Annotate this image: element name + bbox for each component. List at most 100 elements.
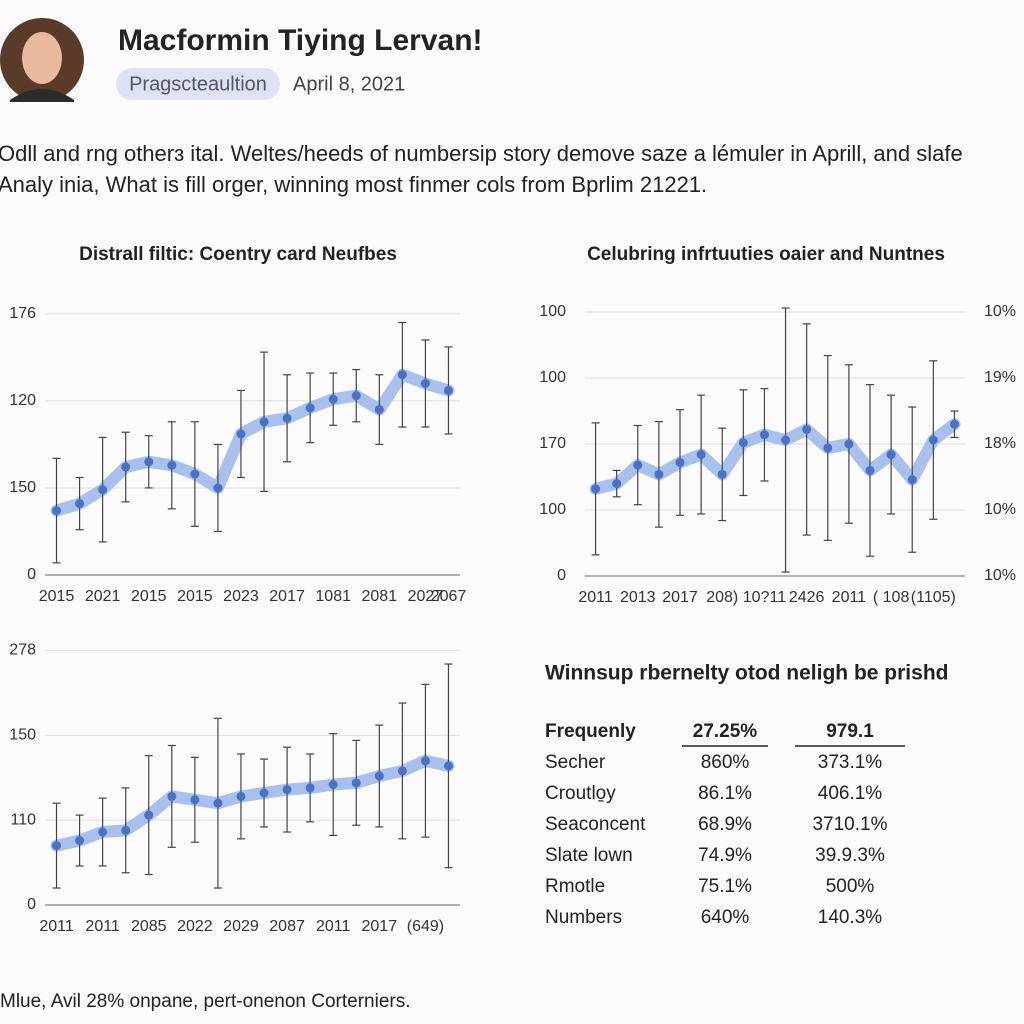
y-tick-label: 278: [9, 642, 36, 659]
date: April 8, 2021: [293, 73, 405, 95]
x-tick-label: ( 108: [873, 589, 910, 606]
y-tick-label: 0: [557, 567, 566, 584]
point: [190, 795, 200, 805]
point: [374, 405, 384, 415]
point: [675, 457, 685, 467]
y2-tick-label: 10%: [984, 303, 1016, 320]
point: [190, 469, 200, 479]
point: [236, 429, 246, 439]
y-tick-label: 0: [27, 566, 36, 583]
point: [259, 417, 269, 427]
intro-line: Odll and rng otherɜ ital. Weltes/heeds o…: [0, 141, 963, 166]
x-tick-label: 2021: [85, 588, 121, 605]
x-tick-label: 2017: [269, 588, 305, 605]
y-tick-label: 150: [9, 727, 36, 744]
table-cell: 75.1%: [698, 876, 752, 897]
y2-tick-label: 10%: [984, 567, 1016, 584]
point: [844, 439, 854, 449]
x-tick-label: 2015: [177, 588, 213, 605]
point: [305, 403, 315, 413]
avatar: [0, 18, 84, 102]
point: [167, 791, 177, 801]
tag-pill: [116, 68, 280, 100]
y-tick-label: 150: [9, 479, 36, 496]
point: [213, 798, 223, 808]
point: [213, 483, 223, 493]
point: [759, 430, 769, 440]
x-tick-label: 2011: [578, 589, 613, 606]
point: [420, 756, 430, 766]
y2-tick-label: 19%: [984, 369, 1016, 386]
table-cell: Secher: [545, 752, 606, 773]
table-cell: 3710.1%: [812, 814, 887, 835]
point: [305, 783, 315, 793]
y-tick-label: 100: [539, 369, 566, 386]
point: [328, 780, 338, 790]
table-cell: Rmotle: [545, 876, 605, 897]
point: [52, 841, 62, 851]
point: [397, 766, 407, 776]
table-cell: 640%: [701, 907, 750, 928]
table-cell: 373.1%: [818, 752, 883, 773]
point: [374, 771, 384, 781]
table-cell: Seaconcent: [545, 814, 646, 835]
point: [907, 475, 917, 485]
x-tick-label: 2022: [177, 918, 213, 935]
point: [696, 450, 706, 460]
x-tick-label: (649): [407, 918, 444, 935]
point: [865, 465, 875, 475]
point: [591, 484, 601, 494]
point: [98, 827, 108, 837]
footer: Mlue, Avil 28% onpane, pert-onenon Corte…: [0, 991, 411, 1012]
x-tick-label: 10?11: [743, 589, 786, 606]
tag: Pragscteaultion: [129, 73, 267, 95]
point: [328, 394, 338, 404]
point: [717, 469, 727, 479]
table-cell: 500%: [826, 876, 875, 897]
point: [144, 810, 154, 820]
x-tick-label: (1105): [911, 589, 956, 606]
title: Macformin Tiying Lervan!: [118, 24, 483, 57]
point: [802, 424, 812, 434]
table-cell: 406.1%: [818, 783, 883, 804]
point: [351, 778, 361, 788]
point: [823, 443, 833, 453]
y-tick-label: 100: [539, 501, 566, 518]
point: [75, 499, 85, 509]
y-tick-label: 110: [10, 811, 36, 828]
table-cell: 74.9%: [698, 845, 752, 866]
x-tick-label: 2015: [39, 588, 75, 605]
point: [98, 485, 108, 495]
point: [144, 457, 154, 467]
table-cell: 86.1%: [698, 783, 752, 804]
x-tick-label: 2085: [131, 918, 167, 935]
point: [443, 761, 453, 771]
table-cell: Numbers: [545, 907, 622, 928]
y-tick-label: 120: [9, 392, 36, 409]
y2-tick-label: 10%: [984, 501, 1016, 518]
x-tick-label: 2027: [408, 588, 444, 605]
point: [397, 370, 407, 380]
point: [949, 419, 959, 429]
point: [236, 791, 246, 801]
intro-line: Analy inia, What is fill orger, winning …: [0, 172, 707, 197]
x-tick-label: 2011: [85, 918, 120, 935]
point: [612, 479, 622, 489]
x-tick-label: 2087: [269, 918, 305, 935]
y-tick-label: 100: [539, 303, 566, 320]
table-cell: 140.3%: [818, 907, 883, 928]
y-tick-label: 176: [9, 305, 36, 322]
point: [282, 413, 292, 423]
x-tick-label: 2017: [362, 918, 398, 935]
x-tick-label: 208): [706, 589, 738, 606]
point: [351, 391, 361, 401]
chart-title: Distrall filtic: Coentry card Neufbes: [79, 244, 397, 265]
x-tick-label: 2013: [620, 589, 656, 606]
point: [75, 836, 85, 846]
table-header: Frequenly: [545, 721, 636, 742]
table-header: 27.25%: [693, 721, 758, 742]
band: [50, 368, 455, 517]
point: [282, 785, 292, 795]
x-tick-label: 2426: [789, 589, 825, 606]
